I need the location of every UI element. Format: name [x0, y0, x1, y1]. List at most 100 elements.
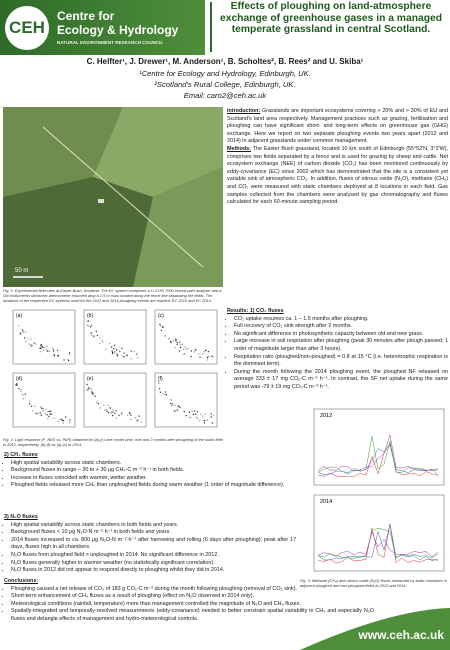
- scatter-dot: [199, 420, 201, 422]
- scatter-dot: [105, 348, 107, 350]
- figure-caption: Fig. 2: Light response (F_NEE vs. PAR) o…: [3, 437, 223, 447]
- scatter-dot: [111, 352, 114, 355]
- bullet-item: N₂O fluxes generally higher in warmer we…: [11, 560, 296, 568]
- scatter-dot: [107, 411, 110, 414]
- org-line2: Ecology & Hydrology: [57, 23, 179, 37]
- scatter-dot: [109, 407, 112, 409]
- scatter-dot: [68, 353, 71, 355]
- scatter-dot: [202, 353, 204, 355]
- logo-circle: [5, 6, 49, 50]
- scatter-dot: [210, 413, 212, 415]
- scatter-dot: [196, 411, 199, 413]
- scatter-dot: [49, 410, 52, 412]
- scatter-dot: [45, 348, 48, 351]
- scatter-dot: [191, 410, 193, 413]
- scatter-dot: [116, 355, 119, 357]
- poster-title: Effects of ploughing on land-atmosphere …: [219, 1, 443, 35]
- scatter-dot: [204, 413, 206, 415]
- scatter-dot: [179, 346, 182, 349]
- scatter-dot: [190, 355, 192, 358]
- scatter-dot: [34, 412, 37, 414]
- panel-frame: [12, 372, 76, 428]
- scatter-dot: [115, 417, 118, 419]
- scatter-dot: [92, 393, 94, 395]
- scatter-dot: [69, 422, 71, 424]
- panel-frame: [154, 372, 218, 428]
- scatter-dot: [87, 320, 90, 322]
- bullet-item: Increase in fluxes coincided with warmer…: [11, 475, 296, 483]
- scatter-dot: [110, 346, 113, 348]
- scatter-dot: [15, 384, 17, 386]
- scatter-dot: [40, 345, 42, 347]
- scatter-dot: [129, 412, 131, 414]
- bullet-item: Background fluxes < 10 μg N₂O-N m⁻² h⁻¹ …: [11, 529, 296, 537]
- scatter-dot: [93, 336, 95, 338]
- scatter-dot: [135, 353, 138, 356]
- scatter-dot: [187, 347, 189, 350]
- panel-label: (b): [87, 313, 93, 319]
- panel-frame: [83, 309, 147, 365]
- scatter-dot: [196, 417, 199, 420]
- scatter-dot: [108, 342, 111, 345]
- scatter-dot: [179, 341, 181, 343]
- scatter-dot: [33, 405, 36, 407]
- scatter-dot: [40, 414, 42, 417]
- scatter-dot: [40, 406, 43, 408]
- scatter-dot: [201, 415, 204, 417]
- scatter-dot: [188, 416, 190, 419]
- scatter-dot: [56, 349, 59, 352]
- scatter-dot: [22, 398, 25, 400]
- scatter-dot: [111, 411, 113, 413]
- n2o-section: 3) N₂O fluxes High spatial variability a…: [4, 514, 296, 575]
- scatter-dot: [62, 419, 65, 422]
- bullet-item: 2014 fluxes increased to ca. 800 μg N₂O-…: [11, 537, 296, 552]
- bullet-item: Ploughing caused a net release of CO₂ of…: [11, 586, 374, 594]
- scatter-dot: [41, 345, 44, 348]
- header-logo-block: CEH Centre for Ecology & Hydrology NATUR…: [0, 0, 205, 55]
- scatter-dot: [94, 395, 96, 397]
- scatter-dot: [112, 408, 114, 411]
- scatter-dot: [183, 353, 185, 355]
- affiliation: ¹Centre for Ecology and Hydrology, Edinb…: [139, 69, 311, 78]
- scatter-dot: [195, 416, 198, 419]
- scatter-dot: [170, 340, 172, 342]
- scatter-dot: [123, 356, 125, 358]
- scatter-dot: [185, 348, 187, 351]
- paragraph: Grasslands are important ecosystems cove…: [227, 108, 448, 145]
- scatter-dot: [203, 351, 206, 353]
- scatter-dot: [106, 410, 108, 412]
- scatter-dot: [167, 338, 169, 340]
- scatter-dot: [210, 416, 212, 418]
- bullet-item: High spatial variability across static c…: [11, 460, 296, 468]
- flux-line: [317, 524, 439, 564]
- scatter-dot: [130, 350, 132, 352]
- figure-caption: Fig. 1: Experimental field sites at East…: [3, 288, 222, 303]
- scatter-dot: [99, 407, 102, 409]
- scatter-dot: [17, 325, 20, 327]
- email: Email: caro2@ceh.ac.uk: [183, 91, 267, 100]
- scatter-dot: [103, 404, 105, 406]
- scatter-dot: [177, 405, 179, 407]
- scatter-dot: [45, 408, 47, 411]
- logo-text: CEH: [9, 18, 45, 37]
- footer-url[interactable]: www.ceh.ac.uk: [358, 628, 444, 642]
- scatter-dot: [95, 330, 97, 332]
- panel-frame: [12, 309, 76, 365]
- ch4-section: 2) CH₄ fluxes High spatial variability a…: [4, 452, 296, 490]
- section-heading: 2) CH₄ fluxes: [4, 452, 38, 458]
- scatter-dot: [181, 343, 184, 345]
- scatter-dot: [48, 415, 50, 418]
- scatter-dot: [134, 416, 137, 419]
- scatter-dot: [67, 359, 70, 362]
- scatter-dot: [48, 410, 51, 413]
- scatter-dot: [22, 330, 25, 333]
- scatter-dot: [121, 347, 123, 350]
- scatter-dot: [30, 405, 33, 407]
- scatter-dot: [59, 419, 61, 421]
- scatter-dot: [52, 350, 55, 352]
- scatter-dot: [87, 387, 90, 389]
- scatter-dot: [47, 410, 49, 413]
- scatter-dot: [179, 406, 181, 408]
- scatter-dot: [53, 417, 55, 420]
- scatter-dot: [101, 339, 103, 342]
